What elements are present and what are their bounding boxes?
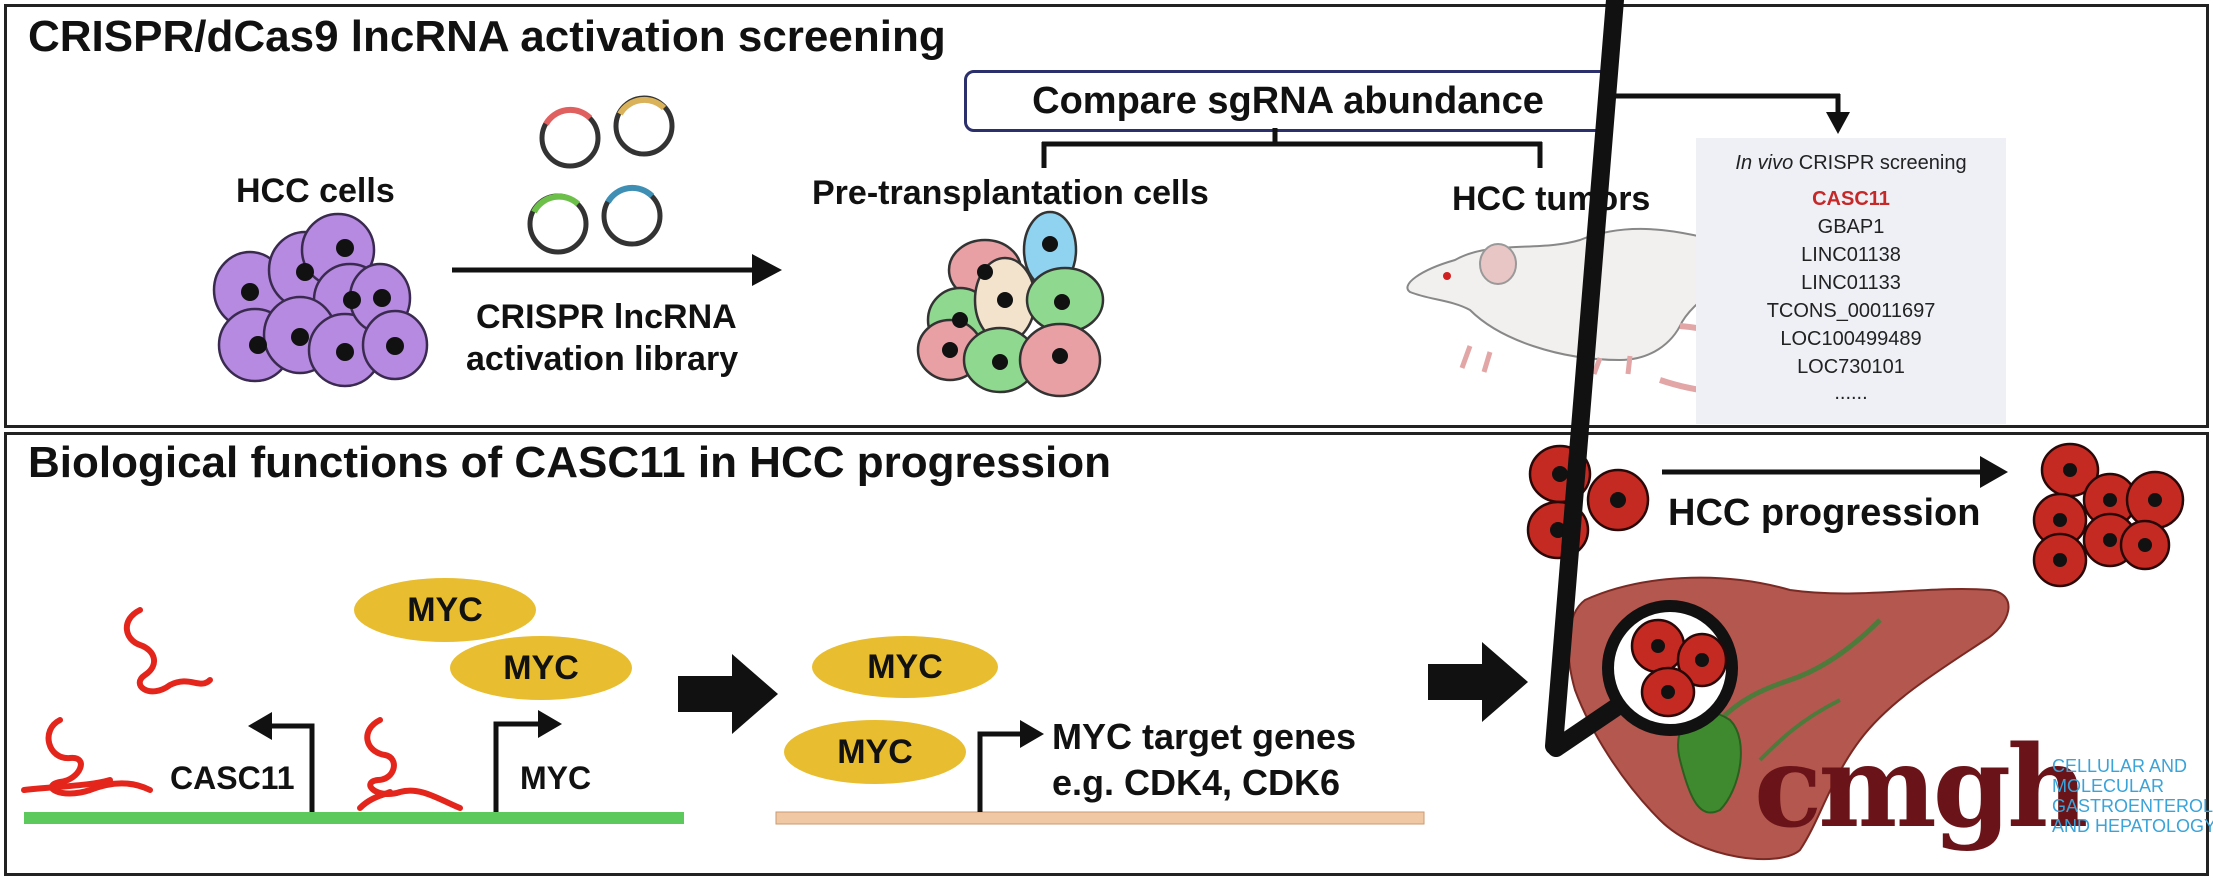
- screening-item: LOC730101: [1797, 356, 1905, 378]
- green-dna-strand: [24, 812, 684, 824]
- screening-item: LOC100499489: [1780, 328, 1922, 350]
- library-label-line2: activation library: [466, 340, 739, 378]
- magnifier-icon: [1545, 0, 1738, 757]
- mouse-ear: [1479, 243, 1517, 285]
- screening-item: ......: [1834, 382, 1868, 404]
- myc-pill-text: MYC: [837, 732, 913, 771]
- screening-header-italic: In vivo: [1735, 152, 1794, 174]
- big-arrow: [1428, 642, 1528, 722]
- screening-header-rest: CRISPR screening: [1793, 152, 1967, 174]
- screening-list-panel: In vivo CRISPR screening CASC11 GBAP1 LI…: [1696, 138, 2006, 424]
- journal-line: MOLECULAR: [2052, 776, 2165, 796]
- compare-box-text: Compare sgRNA abundance: [1032, 79, 1544, 122]
- casc11-gene-label: CASC11: [170, 760, 295, 796]
- myc-gene-label: MYC: [520, 760, 592, 796]
- library-arrowhead: [752, 254, 782, 286]
- myc-promoter-arrow: [493, 721, 540, 812]
- lncrna-casc11-rna: [21, 607, 463, 811]
- compare-arrowhead: [1826, 112, 1850, 134]
- myc-pill-text: MYC: [867, 647, 943, 686]
- mouse-eye: [1443, 272, 1451, 280]
- screening-item: GBAP1: [1817, 216, 1885, 238]
- library-label-line1: CRISPR lncRNA: [476, 298, 737, 336]
- tan-dna-strand: [775, 811, 1425, 825]
- casc11-promoter-arrow: [270, 723, 315, 812]
- screening-item: LINC01138: [1801, 244, 1901, 266]
- hcc-progression-label: HCC progression: [1668, 492, 1981, 534]
- screening-highlight: CASC11: [1812, 188, 1890, 210]
- journal-line: AND HEPATOLOGY: [2052, 816, 2213, 836]
- top-panel-title: CRISPR/dCas9 lncRNA activation screening: [28, 12, 946, 61]
- big-arrow: [678, 654, 778, 734]
- journal-name: CELLULAR AND MOLECULAR GASTROENTEROLOGY …: [2052, 756, 2213, 836]
- compare-sgrna-box: Compare sgRNA abundance: [964, 70, 1612, 132]
- target-genes-line1: MYC target genes: [1052, 716, 1357, 757]
- hcc-cells-label: HCC cells: [236, 172, 395, 210]
- pre-transplant-label: Pre-transplantation cells: [812, 174, 1209, 212]
- myc-protein-pill: MYC: [812, 636, 998, 698]
- myc-pill-text: MYC: [503, 648, 579, 687]
- target-promoter-arrow: [977, 731, 1022, 812]
- journal-line: CELLULAR AND: [2052, 756, 2188, 776]
- myc-protein-pill: MYC: [784, 720, 966, 784]
- bottom-panel-title: Biological functions of CASC11 in HCC pr…: [28, 438, 1111, 487]
- myc-protein-pill: MYC: [450, 636, 632, 700]
- screening-list-header: In vivo CRISPR screening: [1696, 152, 2006, 175]
- target-genes-line2: e.g. CDK4, CDK6: [1052, 762, 1341, 803]
- screening-item: TCONS_00011697: [1766, 300, 1936, 322]
- journal-line: GASTROENTEROLOGY: [2052, 796, 2213, 816]
- myc-protein-pill: MYC: [354, 578, 536, 642]
- screening-item: LINC01133: [1801, 272, 1901, 294]
- myc-pill-text: MYC: [407, 590, 483, 629]
- hcc-tumors-label: HCC tumors: [1452, 180, 1651, 218]
- cmgh-logo-word: cmgh: [1754, 722, 2088, 853]
